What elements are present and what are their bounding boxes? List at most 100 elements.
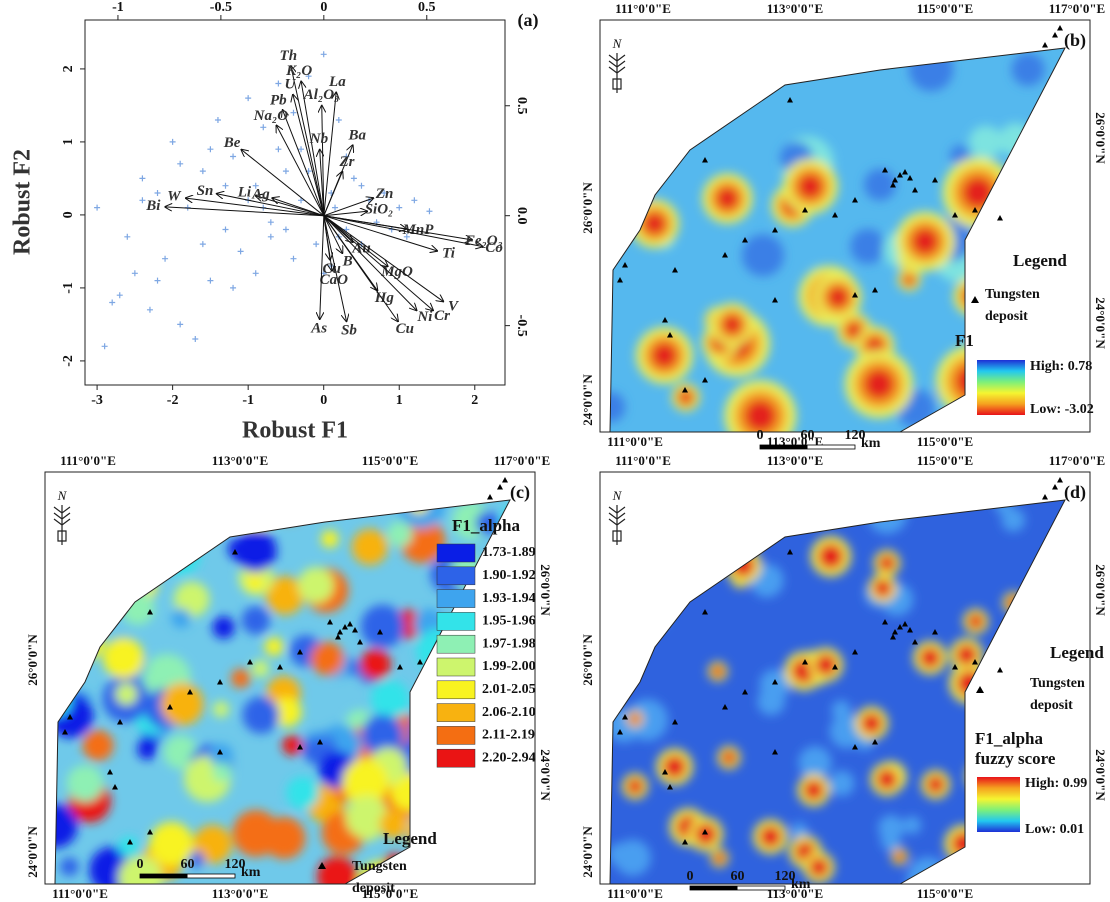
deposit-symbol <box>667 332 673 338</box>
deposit-symbol <box>872 739 878 745</box>
score-point <box>199 241 206 248</box>
loading-arrow <box>323 215 417 311</box>
map-blob <box>234 529 277 572</box>
deposit-symbol <box>997 667 1003 673</box>
lat-label: 24°0'0"N <box>580 374 595 426</box>
loading-arrow <box>276 126 325 216</box>
loading-label: Cu <box>396 321 414 337</box>
map-blob <box>911 228 939 255</box>
score-point <box>298 197 305 204</box>
legend-layer-title: F1_alpha <box>975 729 1044 748</box>
x-tick-label: -3 <box>91 393 103 408</box>
map-blob <box>282 735 303 756</box>
map-blob <box>744 400 777 432</box>
deposit-symbol <box>277 664 283 670</box>
map-patch <box>1011 52 1045 86</box>
plot-frame <box>84 19 506 386</box>
score-point <box>146 306 153 313</box>
scale-label: 60 <box>181 857 195 872</box>
score-point <box>260 124 267 131</box>
x-tick-label: 2 <box>471 393 478 408</box>
deposit-symbol <box>112 784 118 790</box>
map-blob <box>863 369 895 400</box>
lat-label: 24°0'0"N <box>25 826 40 878</box>
map-blob <box>286 776 319 810</box>
score-point <box>131 270 138 277</box>
x-tick-label: 0 <box>320 393 327 408</box>
deposit-symbol <box>832 664 838 670</box>
loading-label: Ba <box>347 128 366 144</box>
deposit-symbol <box>497 484 503 490</box>
deposit-symbol <box>952 664 958 670</box>
legend-swatch <box>436 680 476 700</box>
lon-label: 111°0'0"E <box>52 886 108 901</box>
loading-arrow <box>323 215 443 302</box>
map-blob <box>387 521 413 547</box>
x2-tick-label: 0 <box>320 0 327 15</box>
deposit-symbol <box>902 169 908 175</box>
deposit-symbol <box>892 177 898 183</box>
score-point <box>222 226 229 233</box>
map-blob <box>626 778 644 795</box>
legend-deposit-label: Tungsten <box>352 859 407 874</box>
lat-label: 26°0'0"N <box>538 564 553 616</box>
north-letter: N <box>612 488 623 503</box>
score-point <box>350 175 357 182</box>
map-blob <box>316 856 358 884</box>
deposit-symbol <box>912 187 918 193</box>
panel-label: (d) <box>1064 482 1086 503</box>
map-blob <box>651 342 678 369</box>
score-point <box>252 270 259 277</box>
x-tick-label: -1 <box>242 393 254 408</box>
map-blob <box>345 795 389 839</box>
loading-arrow <box>272 198 324 217</box>
deposit-symbol <box>297 649 303 655</box>
deposit-symbol <box>397 664 403 670</box>
loading-arrow <box>256 196 324 217</box>
lat-label: 26°0'0"N <box>1093 112 1108 164</box>
loading-label: Zn <box>375 186 394 202</box>
map-patch <box>850 228 886 265</box>
lon-label: 113°0'0"E <box>212 886 268 901</box>
legend-class-label: 2.20-2.94 <box>482 750 536 765</box>
deposit-symbol <box>1057 25 1063 31</box>
score-point <box>154 190 161 197</box>
legend-class-label: 1.97-1.98 <box>482 636 536 651</box>
deposit-symbol <box>997 215 1003 221</box>
deposit-symbol <box>882 619 888 625</box>
loading-label: MgO <box>380 264 413 280</box>
score-point <box>396 204 403 211</box>
map-outline <box>54 499 511 885</box>
deposit-symbol <box>1042 42 1048 48</box>
north-letter: N <box>57 488 68 503</box>
score-point <box>109 299 116 306</box>
deposit-symbol <box>327 619 333 625</box>
legend-high-label: High: 0.78 <box>1030 359 1092 374</box>
loading-label: As <box>310 320 327 336</box>
score-point <box>177 160 184 167</box>
score-point <box>411 197 418 204</box>
map-blob <box>759 825 782 848</box>
loading-arrow <box>320 150 325 216</box>
map-panel: 111°0'0"E 113°0'0"E 115°0'0"E 117°0'0"E 111°… <box>25 453 553 901</box>
loading-arrow <box>283 110 325 216</box>
lon-label: 115°0'0"E <box>362 453 418 468</box>
panel-label: (b) <box>1064 30 1086 51</box>
lat-label: 26°0'0"N <box>1093 564 1108 616</box>
deposit-symbol <box>1052 484 1058 490</box>
x-axis-title: Robust F1 <box>242 418 348 444</box>
map-blob <box>629 713 641 725</box>
x2-tick-label: 0.5 <box>418 0 436 15</box>
loading-arrow <box>323 211 367 217</box>
loading-label: Sb <box>341 322 357 338</box>
score-point <box>207 146 214 153</box>
score-point <box>94 204 101 211</box>
map-blob <box>716 187 739 210</box>
x2-tick-label: -1 <box>112 0 124 15</box>
loading-label: Ti <box>442 245 456 261</box>
loading-arrow <box>323 172 343 216</box>
loading-label: Ni <box>416 309 433 325</box>
deposit-symbol <box>622 714 628 720</box>
deposit-symbol <box>502 477 508 483</box>
scale-bar-segment <box>690 886 738 890</box>
